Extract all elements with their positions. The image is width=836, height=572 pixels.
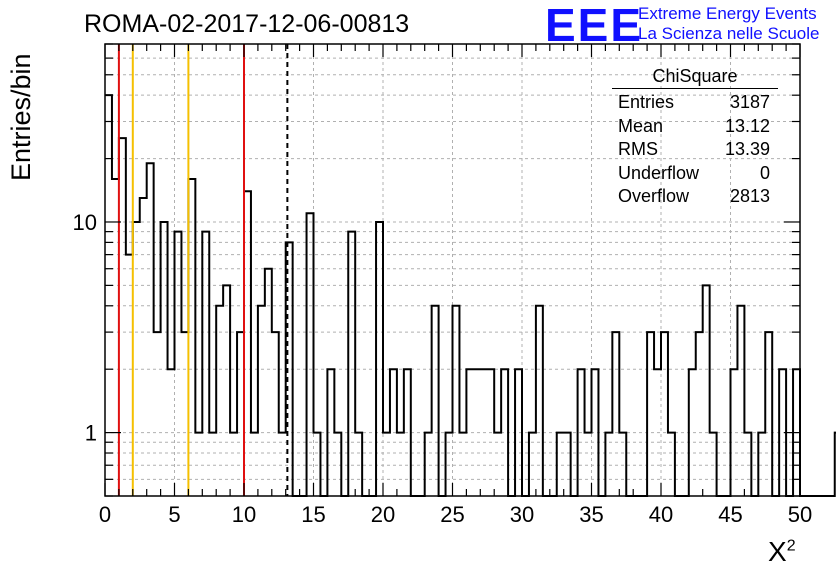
y-tick-label: 10: [73, 210, 97, 235]
x-axis-label: X2: [768, 536, 796, 567]
stat-row-underflow: Underflow 0: [618, 162, 770, 183]
x-tick-label: 35: [579, 502, 603, 527]
x-tick-label: 10: [232, 502, 256, 527]
logo-line-1: Extreme Energy Events: [638, 4, 817, 23]
stat-row-entries: Entries 3187: [618, 92, 770, 112]
stat-row-rms: RMS 13.39: [618, 139, 770, 159]
stat-row-overflow: Overflow 2813: [618, 186, 770, 206]
stats-title: ChiSquare: [612, 66, 778, 89]
logo-line-2: La Scienza nelle Scuole: [638, 24, 820, 43]
x-tick-label: 30: [510, 502, 534, 527]
stats-box: ChiSquare Entries 3187 Mean 13.12 RMS 13.39…: [612, 66, 778, 209]
y-tick-label: 1: [85, 421, 97, 446]
histogram-series: [105, 94, 836, 497]
x-tick-label: 40: [649, 502, 673, 527]
x-tick-label: 45: [718, 502, 742, 527]
x-tick-label: 50: [788, 502, 812, 527]
x-tick-label: 5: [168, 502, 180, 527]
y-axis-label: Entries/bin: [6, 53, 36, 181]
eee-logo: EEE: [545, 0, 644, 51]
x-tick-label: 15: [301, 502, 325, 527]
x-tick-label: 0: [99, 502, 111, 527]
chart-title: ROMA-02-2017-12-06-00813: [84, 10, 410, 38]
stat-row-mean: Mean 13.12: [618, 115, 770, 136]
x-tick-label: 25: [440, 502, 464, 527]
x-tick-label: 20: [371, 502, 395, 527]
